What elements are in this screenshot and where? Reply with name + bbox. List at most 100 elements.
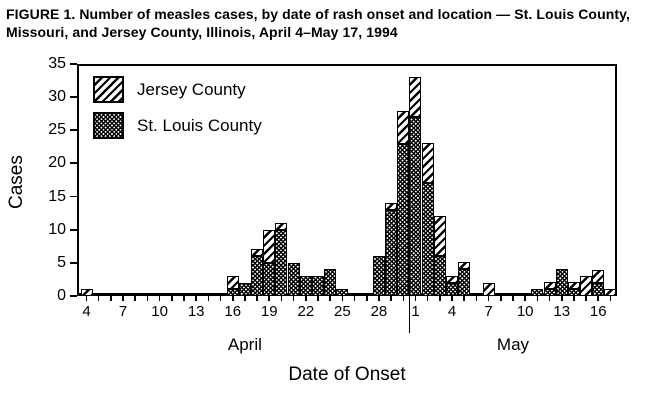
bar-segment-st-louis-county [263, 263, 276, 296]
x-tick [268, 296, 271, 301]
x-axis-title: Date of Onset [288, 364, 406, 385]
x-tick [560, 296, 563, 301]
x-tick-label: 19 [260, 303, 278, 320]
y-tick-label: 20 [48, 154, 66, 172]
bar-segment-st-louis-county [226, 289, 239, 296]
y-tick [70, 195, 77, 198]
x-tick [512, 296, 514, 301]
x-tick [378, 296, 380, 301]
x-tick [134, 296, 137, 301]
bar-segment-jersey-county [409, 77, 422, 117]
bar-segment-st-louis-county [238, 283, 251, 296]
bar-segment-jersey-county [604, 289, 617, 296]
month-label: May [496, 335, 530, 354]
jersey-county-swatch [93, 76, 124, 103]
month-label: April [227, 335, 262, 354]
x-tick [280, 296, 283, 301]
bar-segment-st-louis-county [312, 276, 324, 296]
x-tick [414, 296, 417, 301]
x-tick [597, 296, 600, 301]
y-tick [70, 63, 77, 65]
y-tick-label: 30 [48, 88, 66, 106]
y-tick [70, 261, 77, 264]
x-tick [475, 296, 478, 301]
x-tick [158, 296, 161, 301]
legend: Jersey County St. Louis County [93, 76, 262, 148]
x-tick-label: 7 [118, 303, 128, 320]
plot-area [77, 64, 617, 296]
month-divider [408, 296, 411, 333]
st-louis-county-swatch [93, 112, 124, 139]
x-tick [536, 296, 539, 301]
bar-segment-jersey-county [251, 249, 264, 256]
bar-segment-st-louis-county [531, 289, 544, 296]
y-tick [70, 228, 77, 231]
x-tick [207, 296, 210, 301]
bar-segment-st-louis-county [409, 117, 422, 296]
x-tick [231, 296, 234, 301]
bar-segment-jersey-county [80, 289, 93, 296]
y-tick-label: 0 [57, 287, 66, 304]
legend-label-st-louis-county: St. Louis County [137, 115, 262, 135]
figure-title: FIGURE 1. Number of measles cases, by da… [6, 6, 630, 41]
bar-segment-jersey-county [397, 111, 410, 144]
bar-segment-st-louis-county [555, 269, 568, 296]
x-tick [487, 296, 490, 301]
bar-segment-jersey-county [446, 276, 459, 283]
x-tick [524, 296, 526, 301]
x-tick [183, 296, 185, 301]
bar-segment-jersey-county [580, 276, 593, 296]
x-tick-label: 1 [411, 303, 420, 320]
x-tick [585, 296, 587, 301]
bar-segment-st-louis-county [287, 263, 300, 296]
bar-segment-st-louis-county [324, 269, 337, 296]
bar-segment-st-louis-county [372, 256, 385, 296]
bar-segment-jersey-county [592, 270, 605, 283]
bar-segment-st-louis-county [385, 210, 398, 296]
x-tick [110, 296, 112, 301]
x-tick [609, 296, 612, 301]
legend-item-st-louis-county: St. Louis County [93, 112, 262, 139]
y-tick-label: 35 [48, 55, 66, 72]
bar-segment-st-louis-county [275, 230, 288, 296]
x-tick [292, 296, 295, 301]
x-tick-label: 7 [484, 303, 493, 320]
bar-segment-st-louis-county [592, 283, 605, 296]
x-tick [341, 296, 344, 301]
x-tick-label: 22 [297, 303, 315, 320]
x-tick [85, 296, 88, 301]
x-tick [219, 296, 222, 301]
x-tick [170, 296, 173, 301]
y-tick [70, 129, 77, 132]
x-tick [244, 296, 246, 301]
x-tick [390, 296, 392, 301]
legend-label-jersey-county: Jersey County [137, 79, 246, 99]
y-tick-label: 10 [48, 220, 66, 238]
x-tick [97, 296, 100, 301]
x-tick [146, 296, 149, 301]
x-tick [426, 296, 429, 301]
bar-segment-jersey-county [433, 216, 446, 256]
x-tick-label: 4 [82, 303, 91, 320]
bar-segment-jersey-county [263, 230, 276, 263]
x-tick [402, 296, 405, 301]
y-tick [70, 96, 77, 98]
bar-segment-jersey-county [226, 276, 239, 289]
bar-segment-jersey-county [482, 283, 495, 296]
y-tick-label: 25 [48, 121, 66, 139]
bar-segment-st-louis-county [421, 183, 434, 296]
bar-segment-jersey-county [275, 223, 288, 230]
bar-segment-jersey-county [543, 282, 556, 289]
y-tick [70, 295, 77, 297]
x-tick [439, 296, 441, 301]
x-tick [305, 296, 307, 301]
x-tick [329, 296, 331, 301]
y-tick [70, 162, 77, 165]
bar-segment-st-louis-county [543, 289, 556, 296]
x-tick [122, 296, 124, 301]
x-tick-label: 13 [553, 303, 571, 320]
y-tick-label: 15 [48, 187, 66, 205]
x-tick [317, 296, 319, 301]
